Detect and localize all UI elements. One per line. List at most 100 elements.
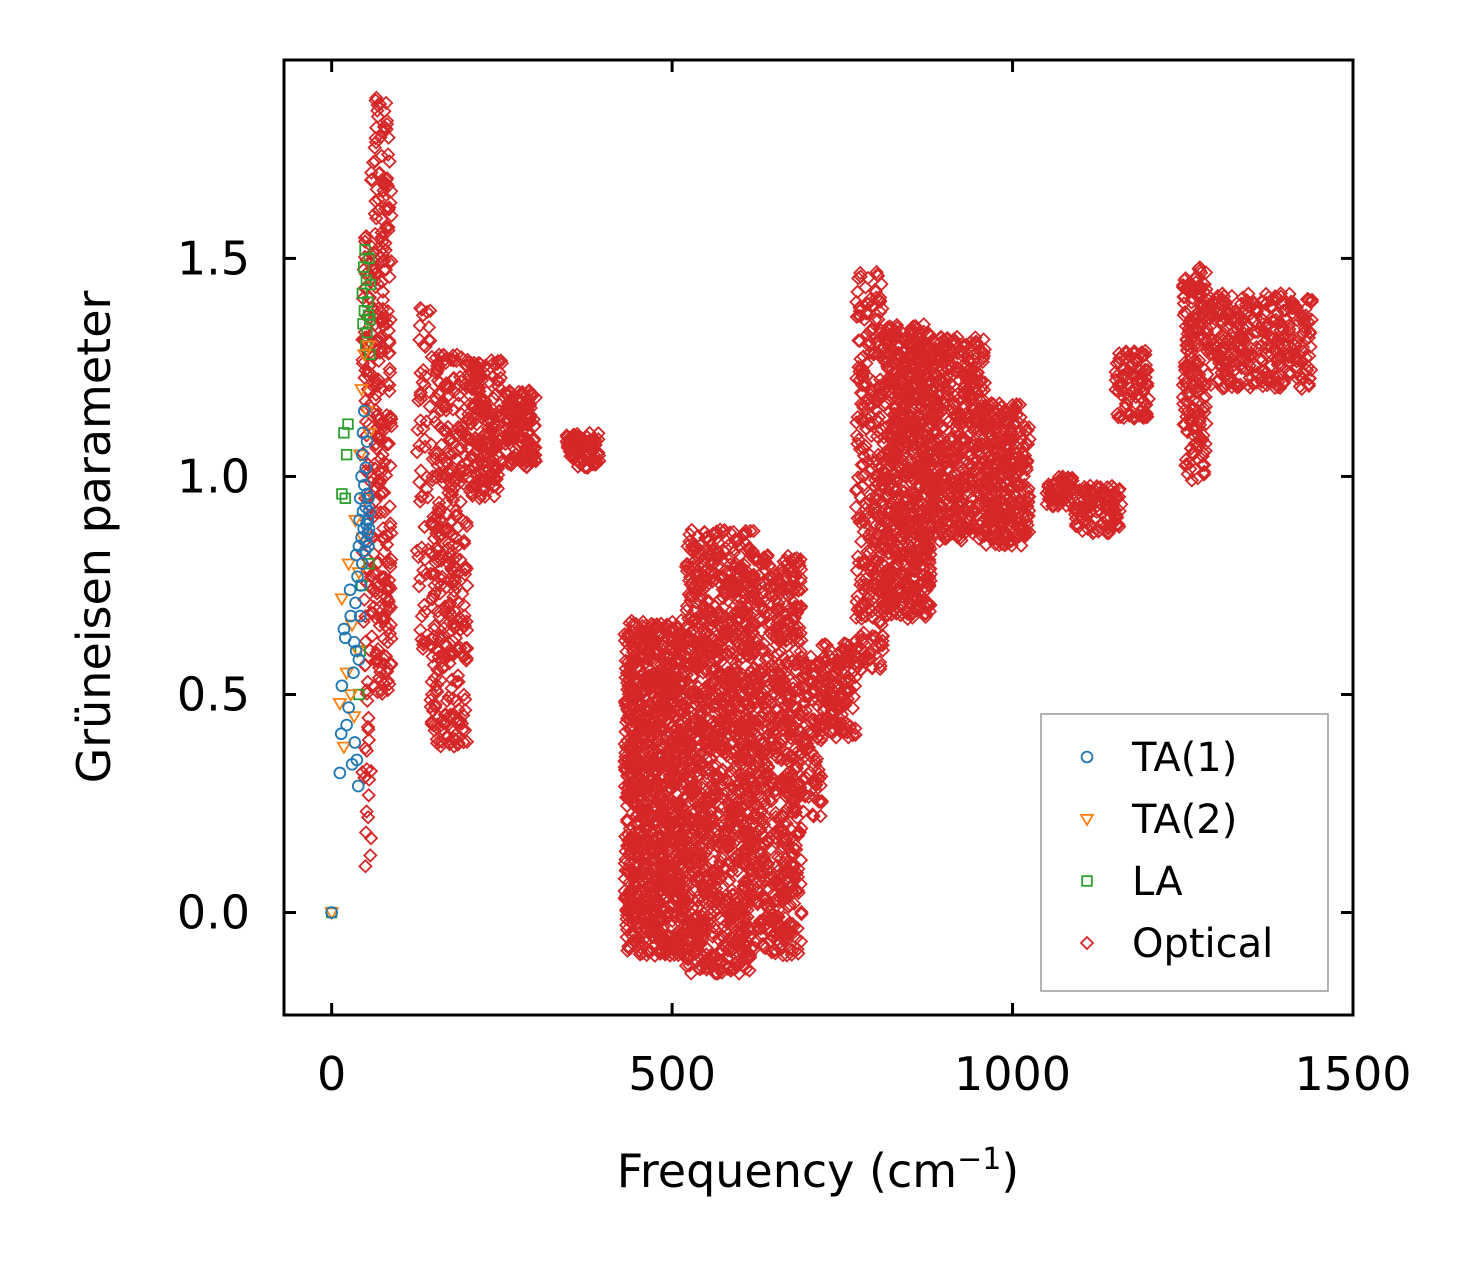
data-point <box>435 347 451 363</box>
data-point <box>621 678 636 694</box>
data-point <box>641 777 656 793</box>
data-point <box>682 785 697 800</box>
data-point <box>728 675 744 691</box>
data-point <box>630 867 646 882</box>
data-point <box>841 654 857 670</box>
data-point <box>794 904 809 920</box>
data-point <box>426 409 442 425</box>
data-point <box>852 299 868 315</box>
data-point <box>682 887 697 903</box>
data-point <box>376 119 392 135</box>
data-point <box>819 638 835 653</box>
data-point <box>361 772 377 787</box>
data-point <box>742 963 757 978</box>
data-point <box>728 583 744 598</box>
data-point <box>716 799 731 814</box>
data-point <box>701 828 717 844</box>
data-point <box>664 913 680 929</box>
data-point <box>860 270 876 286</box>
data-point <box>703 612 718 627</box>
data-point <box>442 466 458 482</box>
data-point <box>855 440 870 456</box>
data-point <box>862 647 877 662</box>
data-point <box>670 881 686 897</box>
data-point <box>815 638 830 653</box>
data-point <box>374 611 389 627</box>
data-point <box>874 276 889 292</box>
data-point <box>697 689 713 704</box>
data-point <box>727 719 742 735</box>
data-point <box>785 627 800 643</box>
data-point <box>760 900 775 915</box>
data-point <box>690 754 705 770</box>
data-point <box>792 824 808 840</box>
data-point <box>653 943 668 959</box>
data-point <box>651 733 667 749</box>
data-point <box>806 752 822 767</box>
data-point <box>446 615 461 631</box>
data-point <box>439 693 455 709</box>
data-point <box>845 727 861 743</box>
data-point <box>442 524 457 539</box>
data-point <box>375 292 391 308</box>
data-point <box>794 670 810 685</box>
data-point <box>514 395 529 410</box>
data-point <box>412 332 427 347</box>
data-point <box>751 612 767 627</box>
data-point <box>765 816 780 832</box>
data-point <box>649 785 665 801</box>
data-point <box>698 661 714 676</box>
data-point <box>474 373 490 388</box>
data-point <box>358 825 374 840</box>
data-point <box>728 559 744 575</box>
data-point <box>662 820 678 836</box>
data-point <box>743 620 759 636</box>
data-point <box>425 600 441 615</box>
data-point <box>729 959 745 975</box>
data-point <box>381 572 397 588</box>
data-point <box>669 655 684 670</box>
data-point <box>775 947 791 963</box>
data-point <box>678 832 694 847</box>
data-point <box>376 485 392 500</box>
data-point <box>728 760 743 776</box>
data-point <box>648 763 663 779</box>
data-point <box>710 768 726 784</box>
data-point <box>723 963 739 978</box>
data-point <box>832 710 847 726</box>
data-point <box>467 477 482 493</box>
data-point <box>710 931 726 946</box>
data-point <box>713 850 728 865</box>
data-point <box>860 368 875 384</box>
data-point <box>653 788 668 803</box>
data-point <box>770 825 785 841</box>
data-point <box>736 949 751 964</box>
data-point <box>771 572 787 588</box>
data-point <box>436 450 451 465</box>
data-point <box>741 948 757 963</box>
data-point <box>859 356 874 371</box>
data-point <box>621 654 636 669</box>
data-point <box>769 619 785 635</box>
data-point <box>703 912 718 927</box>
data-point <box>382 154 397 169</box>
data-point <box>378 220 394 236</box>
data-point <box>833 686 848 701</box>
data-point <box>709 547 725 563</box>
data-point <box>625 929 641 944</box>
data-point <box>830 676 846 691</box>
data-point <box>748 675 764 691</box>
data-point <box>647 816 663 832</box>
data-point <box>373 130 388 145</box>
data-point <box>591 426 606 441</box>
data-point <box>816 650 832 665</box>
data-point <box>374 225 390 240</box>
data-point <box>370 372 386 387</box>
data-point <box>679 894 694 910</box>
data-point <box>785 943 800 958</box>
data-point <box>706 833 722 849</box>
data-point <box>758 797 773 813</box>
data-point <box>699 578 714 593</box>
data-point <box>380 634 396 650</box>
data-point <box>368 387 384 402</box>
